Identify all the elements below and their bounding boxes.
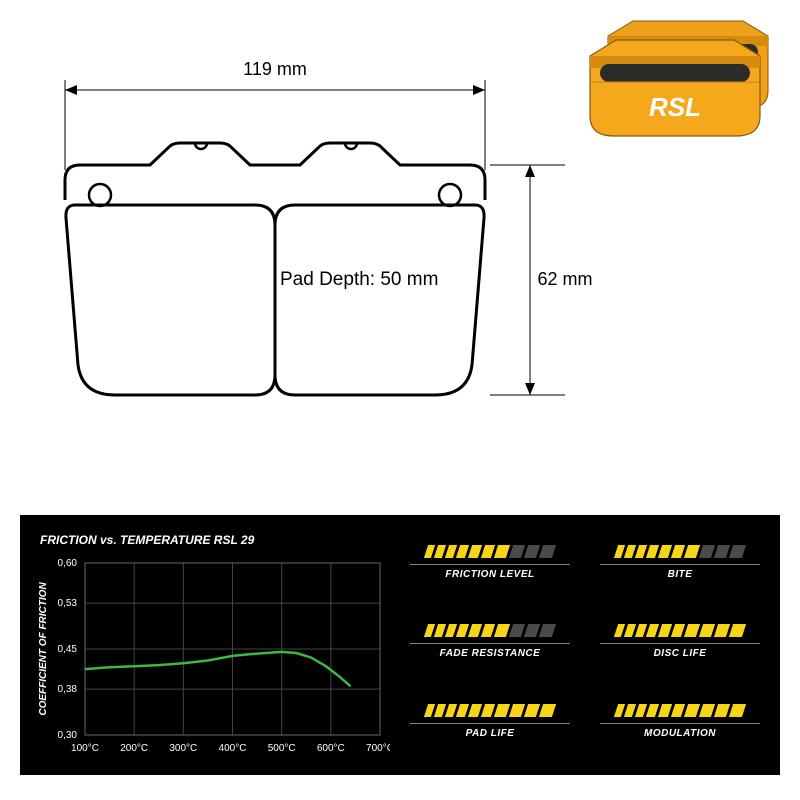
- svg-text:0,60: 0,60: [58, 558, 78, 569]
- svg-text:600°C: 600°C: [317, 743, 345, 754]
- svg-text:500°C: 500°C: [268, 743, 296, 754]
- rating-label: FRICTION LEVEL: [410, 564, 570, 580]
- rating-friction-level: FRICTION LEVEL: [410, 545, 570, 606]
- rating-bars: [614, 545, 747, 558]
- rating-bite: BITE: [600, 545, 760, 606]
- lower-info-panel: FRICTION vs. TEMPERATURE RSL 29 0,30 0,38…: [20, 515, 780, 775]
- rating-bars: [424, 545, 557, 558]
- rating-label: DISC LIFE: [600, 643, 760, 659]
- svg-text:COEFFICIENT OF FRICTION: COEFFICIENT OF FRICTION: [38, 582, 49, 716]
- pad-depth-label: Pad Depth: 50 mm: [280, 269, 438, 290]
- rating-bars: [614, 704, 747, 717]
- rating-label: BITE: [600, 564, 760, 580]
- ratings-grid: FRICTION LEVEL BITE FADE RESISTANCE DISC LI…: [400, 515, 780, 775]
- svg-text:700°C: 700°C: [366, 743, 390, 754]
- rating-label: PAD LIFE: [410, 723, 570, 739]
- svg-text:0,38: 0,38: [58, 684, 78, 695]
- rating-label: MODULATION: [600, 723, 760, 739]
- svg-text:0,53: 0,53: [58, 598, 78, 609]
- svg-text:400°C: 400°C: [219, 743, 247, 754]
- rating-bars: [424, 624, 557, 637]
- width-dim-label: 119 mm: [243, 59, 307, 79]
- rating-modulation: MODULATION: [600, 704, 760, 765]
- svg-text:0,30: 0,30: [58, 730, 78, 741]
- chart-title: FRICTION vs. TEMPERATURE RSL 29: [30, 533, 390, 547]
- rating-disc-life: DISC LIFE: [600, 624, 760, 685]
- svg-text:200°C: 200°C: [120, 743, 148, 754]
- product-image: RSL: [580, 10, 780, 150]
- svg-text:100°C: 100°C: [71, 743, 99, 754]
- height-dim-label: 62 mm: [537, 269, 592, 289]
- friction-chart: FRICTION vs. TEMPERATURE RSL 29 0,30 0,38…: [20, 515, 400, 775]
- rating-bars: [614, 624, 747, 637]
- rating-bars: [424, 704, 557, 717]
- brake-pad-diagram: 119 mm 62 mm Pad Depth: 50 mm: [20, 30, 600, 490]
- rating-label: FADE RESISTANCE: [410, 643, 570, 659]
- brand-logo-text: RSL: [649, 92, 701, 122]
- svg-text:0,45: 0,45: [58, 644, 78, 655]
- svg-text:300°C: 300°C: [169, 743, 197, 754]
- rating-pad-life: PAD LIFE: [410, 704, 570, 765]
- rating-fade-resistance: FADE RESISTANCE: [410, 624, 570, 685]
